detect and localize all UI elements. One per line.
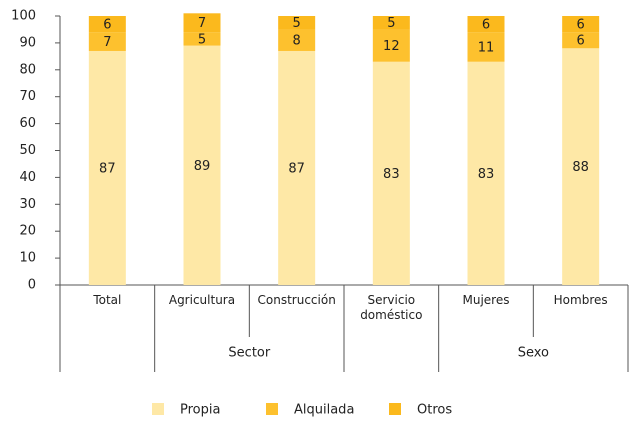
group-label: Sector — [228, 346, 270, 361]
bar-segment — [372, 61, 410, 286]
x-tick-label: Total — [93, 293, 122, 307]
data-label: 6 — [482, 18, 490, 33]
data-label: 87 — [99, 161, 116, 176]
bar-segment — [467, 32, 505, 62]
legend-label: Propia — [180, 403, 220, 418]
data-label: 89 — [194, 159, 211, 174]
legend-label: Otros — [417, 403, 452, 418]
bar-segment — [183, 32, 221, 46]
data-label: 7 — [103, 35, 111, 50]
y-tick-label: 70 — [19, 89, 36, 104]
data-label: 6 — [103, 18, 111, 33]
bar-segment — [562, 32, 600, 49]
bar-segment — [562, 48, 600, 285]
x-tick-label: Agricultura — [168, 293, 236, 307]
group-label: Sexo — [518, 346, 549, 361]
y-tick-label: 10 — [19, 251, 36, 266]
x-tick-label: Hombres — [553, 293, 608, 307]
data-label: 6 — [577, 18, 585, 33]
legend-swatch — [152, 403, 164, 415]
y-tick-label: 50 — [19, 143, 36, 158]
bar-segment — [278, 29, 316, 51]
x-tick-label: Mujeres — [462, 293, 510, 307]
data-label: 11 — [478, 40, 495, 55]
data-label: 7 — [198, 16, 206, 31]
data-label: 6 — [577, 34, 585, 49]
y-tick-label: 80 — [19, 62, 36, 77]
data-label: 12 — [383, 39, 400, 54]
y-tick-label: 30 — [19, 197, 36, 212]
y-tick-label: 40 — [19, 170, 36, 185]
x-tick-label: Servicio doméstico — [360, 293, 423, 322]
legend-swatch — [389, 403, 401, 415]
y-tick-label: 60 — [19, 116, 36, 131]
bar-segment — [467, 61, 505, 286]
data-label: 83 — [478, 167, 495, 182]
y-tick-label: 20 — [19, 224, 36, 239]
bar-segment — [372, 29, 410, 62]
bar-segment — [562, 16, 600, 33]
x-tick-label: Construcción — [257, 293, 336, 307]
legend-swatch — [266, 403, 278, 415]
bar-segment — [88, 50, 126, 285]
bar-segment — [467, 16, 505, 33]
y-tick-label: 100 — [11, 9, 36, 24]
y-tick-label: 0 — [28, 278, 36, 293]
data-label: 5 — [293, 16, 301, 31]
data-label: 88 — [572, 160, 589, 175]
legend-label: Alquilada — [294, 403, 354, 418]
bar-segment — [183, 13, 221, 33]
bar-segment — [278, 50, 316, 285]
data-label: 87 — [288, 161, 305, 176]
bar-segment — [278, 16, 316, 30]
data-label: 8 — [293, 34, 301, 49]
data-label: 5 — [387, 16, 395, 31]
bar-segment — [88, 16, 126, 33]
bar-segment — [88, 32, 126, 51]
data-label: 83 — [383, 167, 400, 182]
bar-segment — [372, 16, 410, 30]
bar-segment — [183, 45, 221, 286]
y-tick-label: 90 — [19, 35, 36, 50]
data-label: 5 — [198, 32, 206, 47]
